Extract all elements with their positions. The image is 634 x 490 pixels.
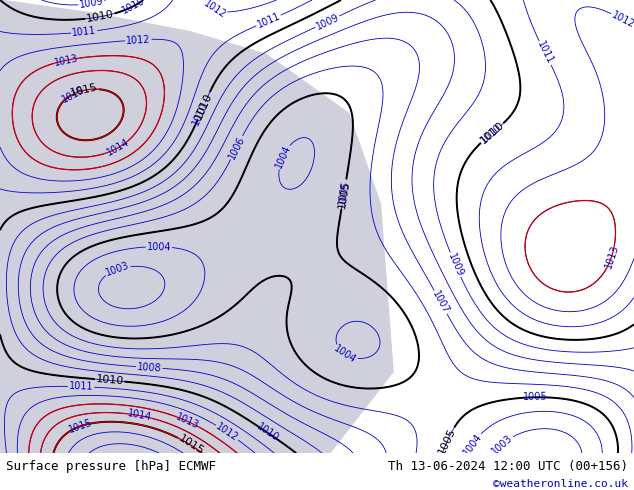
Text: Th 13-06-2024 12:00 UTC (00+156): Th 13-06-2024 12:00 UTC (00+156): [387, 460, 628, 473]
Text: 1013: 1013: [54, 53, 80, 68]
Text: 1015: 1015: [68, 417, 94, 435]
Text: 1010: 1010: [478, 122, 503, 146]
Text: 1015: 1015: [176, 434, 205, 457]
Text: 1008: 1008: [137, 362, 162, 373]
Text: 1005: 1005: [337, 179, 351, 205]
Polygon shape: [0, 0, 380, 453]
Text: 1010: 1010: [120, 0, 146, 16]
Text: 1012: 1012: [202, 0, 228, 20]
Text: 1012: 1012: [214, 421, 240, 443]
Text: 1011: 1011: [256, 11, 282, 30]
Text: ©weatheronline.co.uk: ©weatheronline.co.uk: [493, 480, 628, 490]
Text: 1012: 1012: [126, 34, 151, 46]
Text: 1005: 1005: [523, 392, 548, 402]
Text: 1009: 1009: [79, 0, 105, 10]
Text: 1013: 1013: [603, 244, 620, 270]
Text: 1009: 1009: [314, 12, 340, 31]
Text: Surface pressure [hPa] ECMWF: Surface pressure [hPa] ECMWF: [6, 460, 216, 473]
Text: 1014: 1014: [127, 409, 153, 423]
Text: 1014: 1014: [105, 137, 131, 158]
Text: 1010: 1010: [479, 120, 506, 146]
Text: 1010: 1010: [191, 101, 210, 127]
Text: 1011: 1011: [72, 26, 97, 38]
Text: 1010: 1010: [86, 9, 115, 24]
Text: 1004: 1004: [273, 144, 292, 170]
Polygon shape: [178, 204, 393, 453]
Text: 1004: 1004: [462, 431, 484, 457]
Text: 1011: 1011: [535, 40, 555, 66]
Text: 1013: 1013: [174, 412, 201, 431]
Text: 1005: 1005: [437, 426, 458, 456]
Text: 1004: 1004: [332, 343, 358, 366]
Text: 1005: 1005: [337, 180, 351, 209]
Text: 1010: 1010: [95, 374, 124, 387]
Text: 1006: 1006: [226, 134, 247, 161]
Text: 1007: 1007: [430, 289, 451, 316]
Text: 1009: 1009: [446, 251, 465, 278]
Text: 1015: 1015: [60, 84, 86, 104]
Text: 1010: 1010: [255, 422, 281, 444]
Text: 1012: 1012: [610, 10, 634, 30]
Text: 1003: 1003: [489, 433, 515, 457]
Text: 1004: 1004: [146, 242, 171, 252]
Text: 1011: 1011: [68, 381, 93, 392]
Text: 1010: 1010: [193, 91, 214, 121]
Text: 1003: 1003: [105, 260, 131, 278]
Text: 1015: 1015: [70, 82, 99, 98]
